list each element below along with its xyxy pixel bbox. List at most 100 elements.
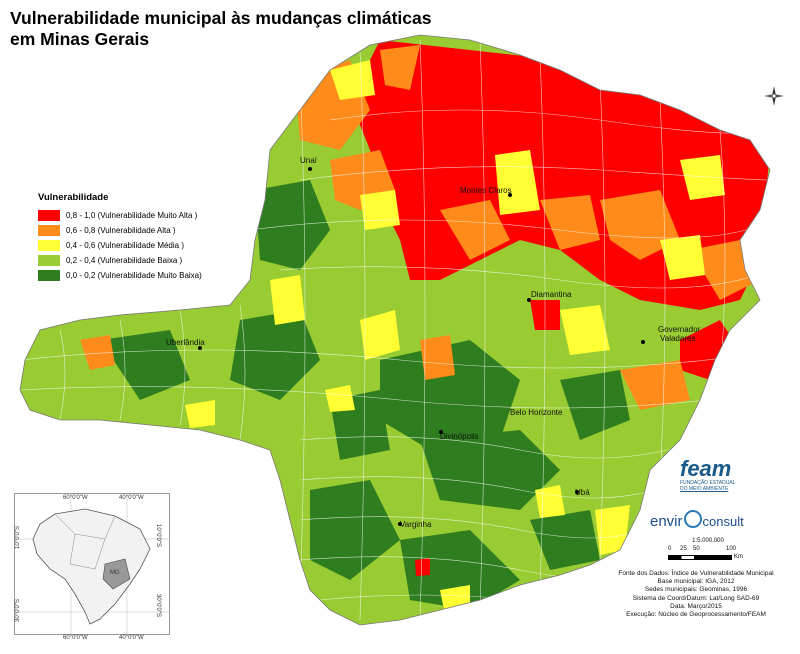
region-medium [185, 400, 215, 428]
city-label-montes-claros: Montes Claros [460, 186, 512, 195]
source-line: Data: Março/2015 [670, 602, 722, 610]
inset-lat-left-2: 30°0'0"S [15, 598, 21, 622]
feam-logo-sub2: DO MEIO AMBIENTE [680, 486, 729, 492]
legend-swatch [38, 270, 60, 281]
inset-state-label: MG [110, 570, 120, 576]
region-medium [595, 505, 630, 555]
region-very-high [415, 558, 430, 576]
map-title-line2: em Minas Gerais [10, 29, 150, 49]
region-very-low [310, 480, 400, 580]
legend-label: 0,0 - 0,2 (Vulnerabilidade Muito Baixa) [66, 271, 202, 280]
inset-lat-right-1: 10°0'0"S [155, 524, 161, 548]
region-high [420, 335, 455, 380]
feam-logo-text: feam [680, 456, 732, 481]
city-label-uberlandia: Uberlândia [166, 338, 205, 347]
legend-label: 0,6 - 0,8 (Vulnerabilidade Alta ) [66, 226, 176, 235]
map-title: Vulnerabilidade municipal às mudanças cl… [10, 8, 431, 50]
source-line: Base municipal: IGA, 2012 [657, 578, 735, 586]
region-medium [360, 190, 400, 230]
scale-ratio: 1:5.000.000 [692, 538, 724, 544]
region-medium [560, 305, 610, 355]
city-label-belo-horizonte: Belo Horizonte [510, 408, 563, 417]
envir-text: envir [650, 513, 683, 530]
scale-tick-100: 100 [726, 546, 737, 552]
map-title-line1: Vulnerabilidade municipal às mudanças cl… [10, 8, 432, 28]
brazil-outline [15, 494, 169, 634]
scale-bar: 1:5.000.000 0 25 50 100 Km [668, 538, 748, 560]
city-label-uba: Ubá [575, 488, 590, 497]
legend-item-low: 0,2 - 0,4 (Vulnerabilidade Baixa ) [38, 253, 202, 268]
source-line: Execução: Núcleo de Geoprocessamento/FEA… [626, 611, 766, 619]
city-label-divinopolis: Divinópolis [440, 432, 479, 441]
legend-swatch [38, 225, 60, 236]
region-very-low [530, 510, 600, 570]
city-marker [398, 522, 402, 526]
feam-logo-sub1: FUNDAÇÃO ESTADUAL [680, 480, 736, 486]
city-marker [439, 430, 443, 434]
enviro-o-icon [683, 510, 702, 528]
source-notes: Fonte dos Dados: Índice de Vulnerabilida… [596, 570, 796, 619]
legend-swatch [38, 255, 60, 266]
region-very-low [100, 330, 190, 400]
region-medium [495, 150, 540, 215]
region-very-low [560, 370, 630, 440]
scale-bar-graphic [668, 554, 732, 560]
legend-label: 0,2 - 0,4 (Vulnerabilidade Baixa ) [66, 256, 183, 265]
inset-lon-top-1: 60°0'0"W [63, 495, 88, 501]
legend-swatch [38, 240, 60, 251]
city-label-governador: Governador [658, 325, 701, 334]
region-high [540, 195, 600, 250]
region-medium [330, 60, 375, 100]
legend-item-very-high: 0,8 - 1,0 (Vulnerabilidade Muito Alta ) [38, 208, 202, 223]
region-high [600, 190, 680, 260]
city-marker [527, 298, 531, 302]
city-label-valadares: Valadares [660, 334, 696, 343]
scale-tick-25: 25 [680, 546, 687, 552]
region-very-low [400, 530, 520, 610]
legend-item-medium: 0,4 - 0,6 (Vulnerabilidade Média ) [38, 238, 202, 253]
legend-item-high: 0,6 - 0,8 (Vulnerabilidade Alta ) [38, 223, 202, 238]
legend-swatch [38, 210, 60, 221]
region-medium [680, 155, 725, 200]
source-line: Fonte dos Dados: Índice de Vulnerabilida… [618, 570, 774, 577]
city-marker [198, 346, 202, 350]
city-marker [308, 167, 312, 171]
scale-tick-0: 0 [668, 546, 672, 552]
region-high [380, 45, 420, 90]
city-label-diamantina: Diamantina [531, 290, 572, 299]
region-high [440, 200, 510, 260]
region-medium [535, 485, 565, 518]
source-line: Sedes municipais: Geominas, 1996 [644, 586, 748, 594]
region-high [620, 360, 690, 410]
city-marker [508, 193, 512, 197]
scale-unit: Km [734, 554, 743, 560]
state-border [19, 34, 771, 626]
region-medium [440, 585, 470, 615]
region-very-low [420, 430, 560, 510]
city-marker [641, 340, 645, 344]
source-line: Sistema de Coord/Datum: Lat/Long SAD-69 [632, 594, 760, 602]
consult-text: consult [702, 514, 744, 529]
inset-lat-left-1: 10°0'0"S [15, 525, 21, 549]
region-very-low [230, 310, 320, 400]
scale-tick-50: 50 [693, 546, 700, 552]
city-marker [575, 490, 579, 494]
enviro-consult-logo: envir consult [650, 510, 744, 530]
inset-locator-map: 60°0'0"W 40°0'0"W 60°0'0"W 40°0'0"W 10°0… [14, 493, 170, 641]
region-medium [660, 235, 705, 280]
legend-label: 0,8 - 1,0 (Vulnerabilidade Muito Alta ) [66, 211, 198, 220]
inset-lon-top-2: 40°0'0"W [119, 495, 144, 501]
inset-lat-right-2: 30°0'0"S [155, 594, 161, 618]
city-label-unai: Unaí [300, 156, 317, 165]
legend-label: 0,4 - 0,6 (Vulnerabilidade Média ) [66, 241, 184, 250]
region-medium [360, 310, 400, 360]
region-high [80, 335, 115, 370]
inset-lon-bottom-2: 40°0'0"W [119, 635, 144, 641]
region-medium [270, 275, 305, 325]
legend: Vulnerabilidade 0,8 - 1,0 (Vulnerabilida… [38, 192, 202, 283]
legend-item-very-low: 0,0 - 0,2 (Vulnerabilidade Muito Baixa) [38, 268, 202, 283]
feam-logo: feam FUNDAÇÃO ESTADUAL DO MEIO AMBIENTE [680, 456, 736, 493]
north-arrow-icon [764, 86, 784, 106]
city-label-varginha: Varginha [400, 520, 432, 529]
inset-lon-bottom-1: 60°0'0"W [63, 635, 88, 641]
